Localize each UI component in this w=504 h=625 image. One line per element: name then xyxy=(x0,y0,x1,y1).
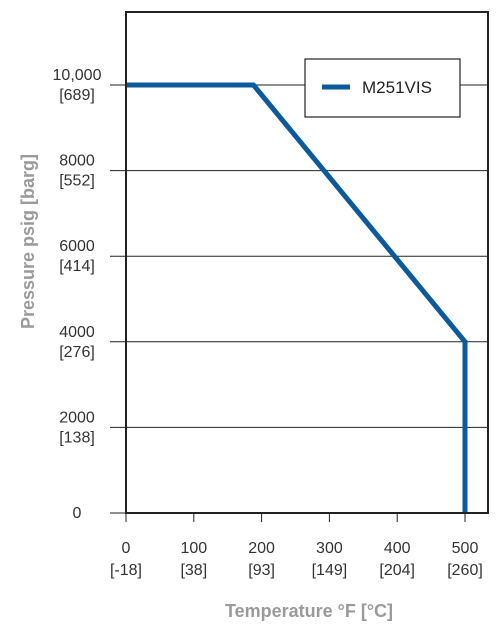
x-axis-title: Temperature °F [°C] xyxy=(225,601,393,621)
x-tick-sublabel: [38] xyxy=(180,562,207,579)
y-tick-label: 0 xyxy=(73,505,82,522)
y-axis-ticks: 0 2000 [138] 4000 [276] 6000 [414] 8000 [552] 10,… xyxy=(53,67,126,522)
plot-frame xyxy=(125,11,489,514)
y-tick-label: 10,000 xyxy=(53,67,102,84)
y-tick-sublabel: [276] xyxy=(59,344,95,361)
y-tick-sublabel: [414] xyxy=(59,258,95,275)
series-layer xyxy=(126,82,468,513)
x-tick-label: 200 xyxy=(248,540,275,557)
x-tick-sublabel: [260] xyxy=(447,562,483,579)
y-tick-sublabel: [689] xyxy=(59,87,95,104)
y-axis-title: Pressure psig [barg] xyxy=(18,154,38,329)
x-tick-label: 500 xyxy=(452,540,479,557)
x-tick-sublabel: [-18] xyxy=(110,562,142,579)
x-tick-label: 300 xyxy=(316,540,343,557)
y-tick-sublabel: [138] xyxy=(59,429,95,446)
x-tick-sublabel: [149] xyxy=(312,562,348,579)
x-tick-sublabel: [93] xyxy=(248,562,275,579)
y-tick-label: 4000 xyxy=(59,324,95,341)
legend: M251VIS xyxy=(304,58,461,118)
x-tick-label: 400 xyxy=(384,540,411,557)
x-tick-label: 100 xyxy=(180,540,207,557)
y-tick-label: 8000 xyxy=(59,153,95,170)
y-tick-sublabel: [552] xyxy=(59,173,95,190)
series-line xyxy=(126,82,468,513)
y-tick-label: 6000 xyxy=(59,238,95,255)
x-tick-sublabel: [204] xyxy=(379,562,415,579)
x-axis-ticks: 0 [-18] 100 [38] 200 [93] 300 [149] 400 [204] 500 [… xyxy=(110,513,483,579)
legend-label: M251VIS xyxy=(362,78,432,97)
y-tick-label: 2000 xyxy=(59,409,95,426)
x-tick-label: 0 xyxy=(122,540,131,557)
